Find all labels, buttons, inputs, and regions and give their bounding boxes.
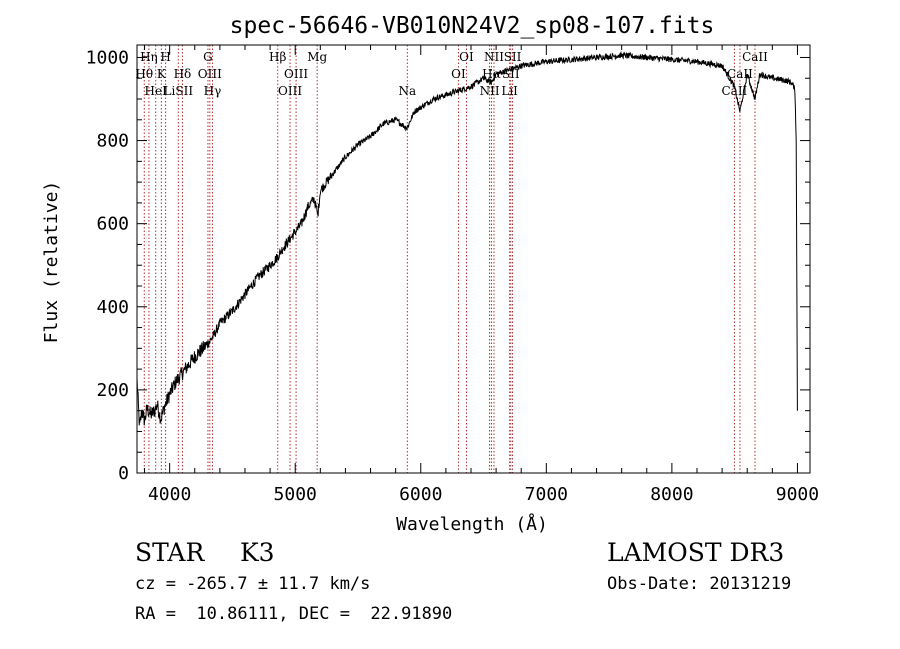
line-label-oi: OI: [459, 50, 474, 64]
line-label-hγ: Hγ: [204, 84, 222, 98]
spectral-line-markers: [143, 45, 756, 473]
line-label-oi: OI: [451, 67, 466, 81]
object-subclass: K3: [240, 538, 275, 567]
survey-name: LAMOST DR3: [607, 538, 785, 567]
line-label-oiii: OIII: [278, 84, 302, 98]
y-tick-label: 800: [96, 131, 129, 152]
y-tick-label: 1000: [86, 47, 129, 68]
line-label-nii: NII: [480, 84, 500, 98]
y-tick-label: 200: [96, 380, 129, 401]
chart-title: spec-56646-VB010N24V2_sp08-107.fits: [230, 13, 715, 39]
line-label-hθ: Hθ: [135, 67, 153, 81]
radial-velocity: cz = -265.7 ± 11.7 km/s: [135, 574, 371, 594]
line-label-hei: HeI: [145, 84, 168, 98]
line-label-oiii: OIII: [284, 67, 308, 81]
x-tick-label: 6000: [399, 484, 442, 505]
line-label-hη: Hη: [140, 50, 158, 64]
x-axis: 4000 5000 6000 7000 8000 9000: [144, 45, 819, 505]
x-tick-label: 5000: [274, 484, 317, 505]
y-tick-label: 0: [118, 463, 129, 484]
observation-date: Obs-Date: 20131219: [607, 574, 792, 594]
plot-frame: [136, 44, 811, 474]
line-label-k: K: [157, 67, 167, 81]
x-tick-label: 8000: [650, 484, 693, 505]
line-label-sii: SII: [504, 50, 522, 64]
line-label-caii: CaII: [742, 50, 768, 64]
line-label-hδ: Hδ: [174, 67, 192, 81]
line-label-oiii: OIII: [198, 67, 222, 81]
line-label-na: Na: [399, 84, 417, 98]
line-label-mg: Mg: [307, 50, 327, 64]
y-axis: 0 200 400 600 800 1000: [86, 47, 810, 484]
y-tick-label: 400: [96, 297, 129, 318]
line-label-h: H: [160, 50, 170, 64]
x-tick-label: 4000: [148, 484, 191, 505]
line-label-lisii: LiSII: [164, 84, 194, 98]
line-label-lii: LiI: [501, 84, 518, 98]
spectral-line-labels: Hθ Hη HeI KH LiSII Hδ G OIII Hγ Hβ OIII OIII Mg Na OI O…: [135, 50, 768, 98]
object-class: STAR: [135, 538, 205, 567]
x-axis-label: Wavelength (Å): [396, 513, 548, 535]
y-tick-label: 600: [96, 214, 129, 235]
y-axis-label: Flux (relative): [41, 181, 62, 344]
x-tick-label: 9000: [776, 484, 819, 505]
spectrum-line: [136, 50, 798, 426]
x-tick-label: 7000: [525, 484, 568, 505]
sky-coordinates: RA = 10.86111, DEC = 22.91890: [135, 604, 453, 624]
line-label-caii: CaII: [721, 84, 747, 98]
line-label-hβ: Hβ: [269, 50, 286, 64]
line-label-g: G: [203, 50, 213, 64]
line-label-hα: Hα: [482, 67, 501, 81]
line-label-nii: NII: [484, 50, 504, 64]
